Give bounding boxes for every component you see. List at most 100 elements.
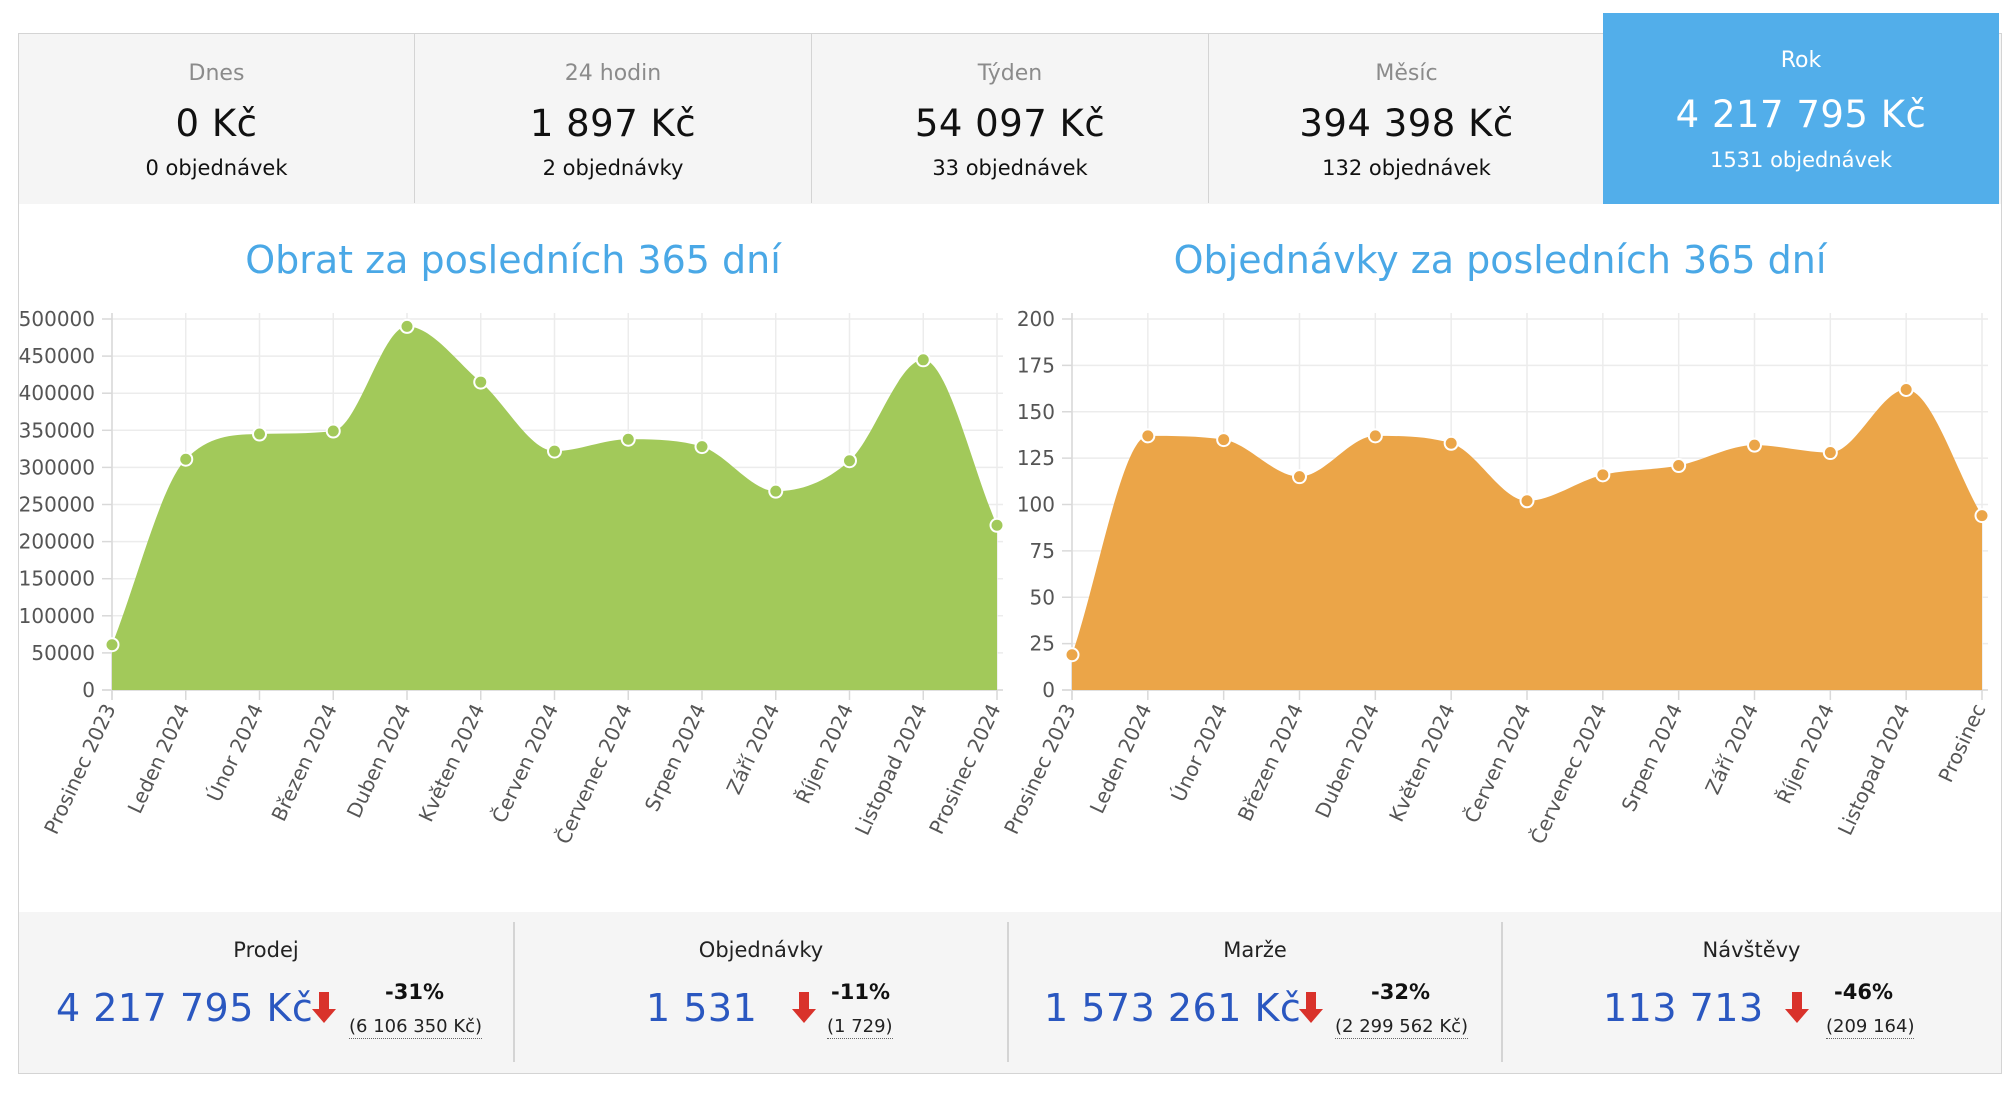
stat-label: Návštěvy xyxy=(1702,938,1801,962)
arrow-down-icon xyxy=(1785,992,1809,1023)
x-tick-label: Srpen 2024 xyxy=(1616,700,1687,815)
data-point xyxy=(1519,493,1535,509)
stat-change: -46% xyxy=(1834,980,1893,1004)
tab-orders: 132 objednávek xyxy=(1322,156,1491,180)
data-point xyxy=(1443,435,1459,451)
y-tick-label: 175 xyxy=(1017,353,1055,377)
tab-label: Týden xyxy=(977,61,1043,86)
x-tick-label: Září 2024 xyxy=(1700,700,1763,798)
data-point xyxy=(1595,467,1611,483)
area-series xyxy=(112,326,997,690)
tab-orders: 33 objednávek xyxy=(932,156,1088,180)
tab-amount: 54 097 Kč xyxy=(914,102,1106,145)
tab-label: 24 hodin xyxy=(564,61,662,86)
data-point xyxy=(1064,647,1080,663)
x-tick-label: Leden 2024 xyxy=(1085,700,1157,817)
x-tick-label: Duben 2024 xyxy=(1310,700,1384,822)
data-point xyxy=(252,426,267,442)
data-point xyxy=(178,451,194,467)
area-series xyxy=(1072,389,1982,690)
y-tick-label: 125 xyxy=(1017,446,1055,470)
stat-label: Prodej xyxy=(233,938,299,962)
tab-24-hours[interactable]: 24 hodin 1 897 Kč 2 objednávky xyxy=(415,34,812,203)
tab-orders: 0 objednávek xyxy=(145,156,288,180)
tab-month[interactable]: Měsíc 394 398 Kč 132 objednávek xyxy=(1209,34,1605,203)
x-tick-label: Červen 2024 xyxy=(1459,700,1535,827)
y-tick-label: 350000 xyxy=(19,418,95,442)
stat-value: 1 573 261 Kč xyxy=(1044,986,1302,1030)
y-tick-label: 500000 xyxy=(19,307,95,331)
tab-week[interactable]: Týden 54 097 Kč 33 objednávek xyxy=(812,34,1209,203)
y-tick-label: 200000 xyxy=(19,530,95,554)
stat-previous[interactable]: (1 729) xyxy=(827,1016,893,1039)
y-tick-label: 250000 xyxy=(19,493,95,517)
tab-amount: 394 398 Kč xyxy=(1299,102,1514,145)
stat-change: -11% xyxy=(831,980,890,1004)
tab-orders: 2 objednávky xyxy=(542,156,684,180)
tab-today[interactable]: Dnes 0 Kč 0 objednávek xyxy=(19,34,415,203)
data-point xyxy=(1292,469,1307,485)
orders-chart-title: Objednávky za posledních 365 dní xyxy=(1173,238,1827,282)
y-tick-label: 100 xyxy=(1017,493,1055,517)
stat-label: Marže xyxy=(1223,938,1287,962)
stat-sales: Prodej 4 217 795 Kč -31% (6 106 350 Kč) xyxy=(19,912,513,1073)
x-tick-label: Listopad 2024 xyxy=(1833,700,1915,839)
x-tick-label: Červenec 2024 xyxy=(1525,700,1611,848)
arrow-down-icon xyxy=(312,992,336,1023)
tab-label: Rok xyxy=(1780,48,1822,73)
tab-orders: 1531 objednávek xyxy=(1709,148,1893,172)
data-point xyxy=(1822,445,1838,461)
tab-amount: 4 217 795 Kč xyxy=(1675,93,1927,136)
y-tick-label: 450000 xyxy=(19,344,95,368)
x-tick-label: Únor 2024 xyxy=(1166,700,1232,805)
stat-previous[interactable]: (6 106 350 Kč) xyxy=(349,1016,483,1039)
data-point xyxy=(473,374,489,390)
y-tick-label: 100000 xyxy=(19,604,95,628)
data-point xyxy=(915,352,931,368)
orders-chart: 0 25 50 75 100 125 150 175 200 Prosinec 2023 Leden… xyxy=(999,307,1990,848)
y-tick-label: 25 xyxy=(1030,632,1055,656)
arrow-down-icon xyxy=(1299,992,1323,1023)
stat-previous[interactable]: (209 164) xyxy=(1826,1016,1915,1039)
stat-value: 113 713 xyxy=(1603,986,1764,1030)
data-point xyxy=(620,431,636,447)
revenue-chart: 0 50000 100000 150000 200000 250000 300000 3500… xyxy=(19,307,1006,848)
tab-amount: 1 897 Kč xyxy=(529,102,697,145)
y-tick-label: 50000 xyxy=(31,641,95,665)
stat-orders: Objednávky 1 531 -11% (1 729) xyxy=(514,912,1008,1073)
y-tick-label: 200 xyxy=(1017,307,1055,331)
data-point xyxy=(325,423,341,439)
revenue-chart-title: Obrat za posledních 365 dní xyxy=(245,238,781,282)
data-point xyxy=(1974,508,1990,524)
summary-stats: Prodej 4 217 795 Kč -31% (6 106 350 Kč) … xyxy=(19,912,2001,1073)
stat-change: -31% xyxy=(385,980,444,1004)
data-point xyxy=(842,453,857,469)
stat-visits: Návštěvy 113 713 -46% (209 164) xyxy=(1502,912,2001,1073)
data-point xyxy=(989,517,1005,533)
x-tick-label: Prosinec 2023 xyxy=(999,700,1080,838)
y-tick-label: 50 xyxy=(1030,585,1055,609)
x-tick-label: Prosinec xyxy=(1933,700,1990,786)
stat-value: 1 531 xyxy=(646,986,758,1030)
tab-amount: 0 Kč xyxy=(175,102,258,145)
stat-change: -32% xyxy=(1371,980,1430,1004)
tab-year[interactable]: Rok 4 217 795 Kč 1531 objednávek xyxy=(1603,13,1999,205)
y-tick-label: 75 xyxy=(1030,539,1055,563)
data-point xyxy=(1216,432,1232,448)
data-point xyxy=(694,439,710,455)
divider xyxy=(1501,922,1503,1062)
stat-previous[interactable]: (2 299 562 Kč) xyxy=(1335,1016,1469,1039)
data-point xyxy=(1671,458,1687,474)
y-tick-label: 0 xyxy=(1042,678,1055,702)
x-tick-label: Květen 2024 xyxy=(1384,700,1460,826)
divider xyxy=(1007,922,1009,1062)
y-tick-label: 0 xyxy=(82,678,95,702)
stat-value: 4 217 795 Kč xyxy=(56,986,314,1030)
y-tick-label: 400000 xyxy=(19,381,95,405)
arrow-down-icon xyxy=(792,992,816,1023)
data-point xyxy=(399,318,415,334)
y-tick-label: 150 xyxy=(1017,400,1055,424)
data-point xyxy=(547,443,562,459)
x-tick-label: Březen 2024 xyxy=(1233,700,1308,825)
data-point xyxy=(1367,428,1383,444)
